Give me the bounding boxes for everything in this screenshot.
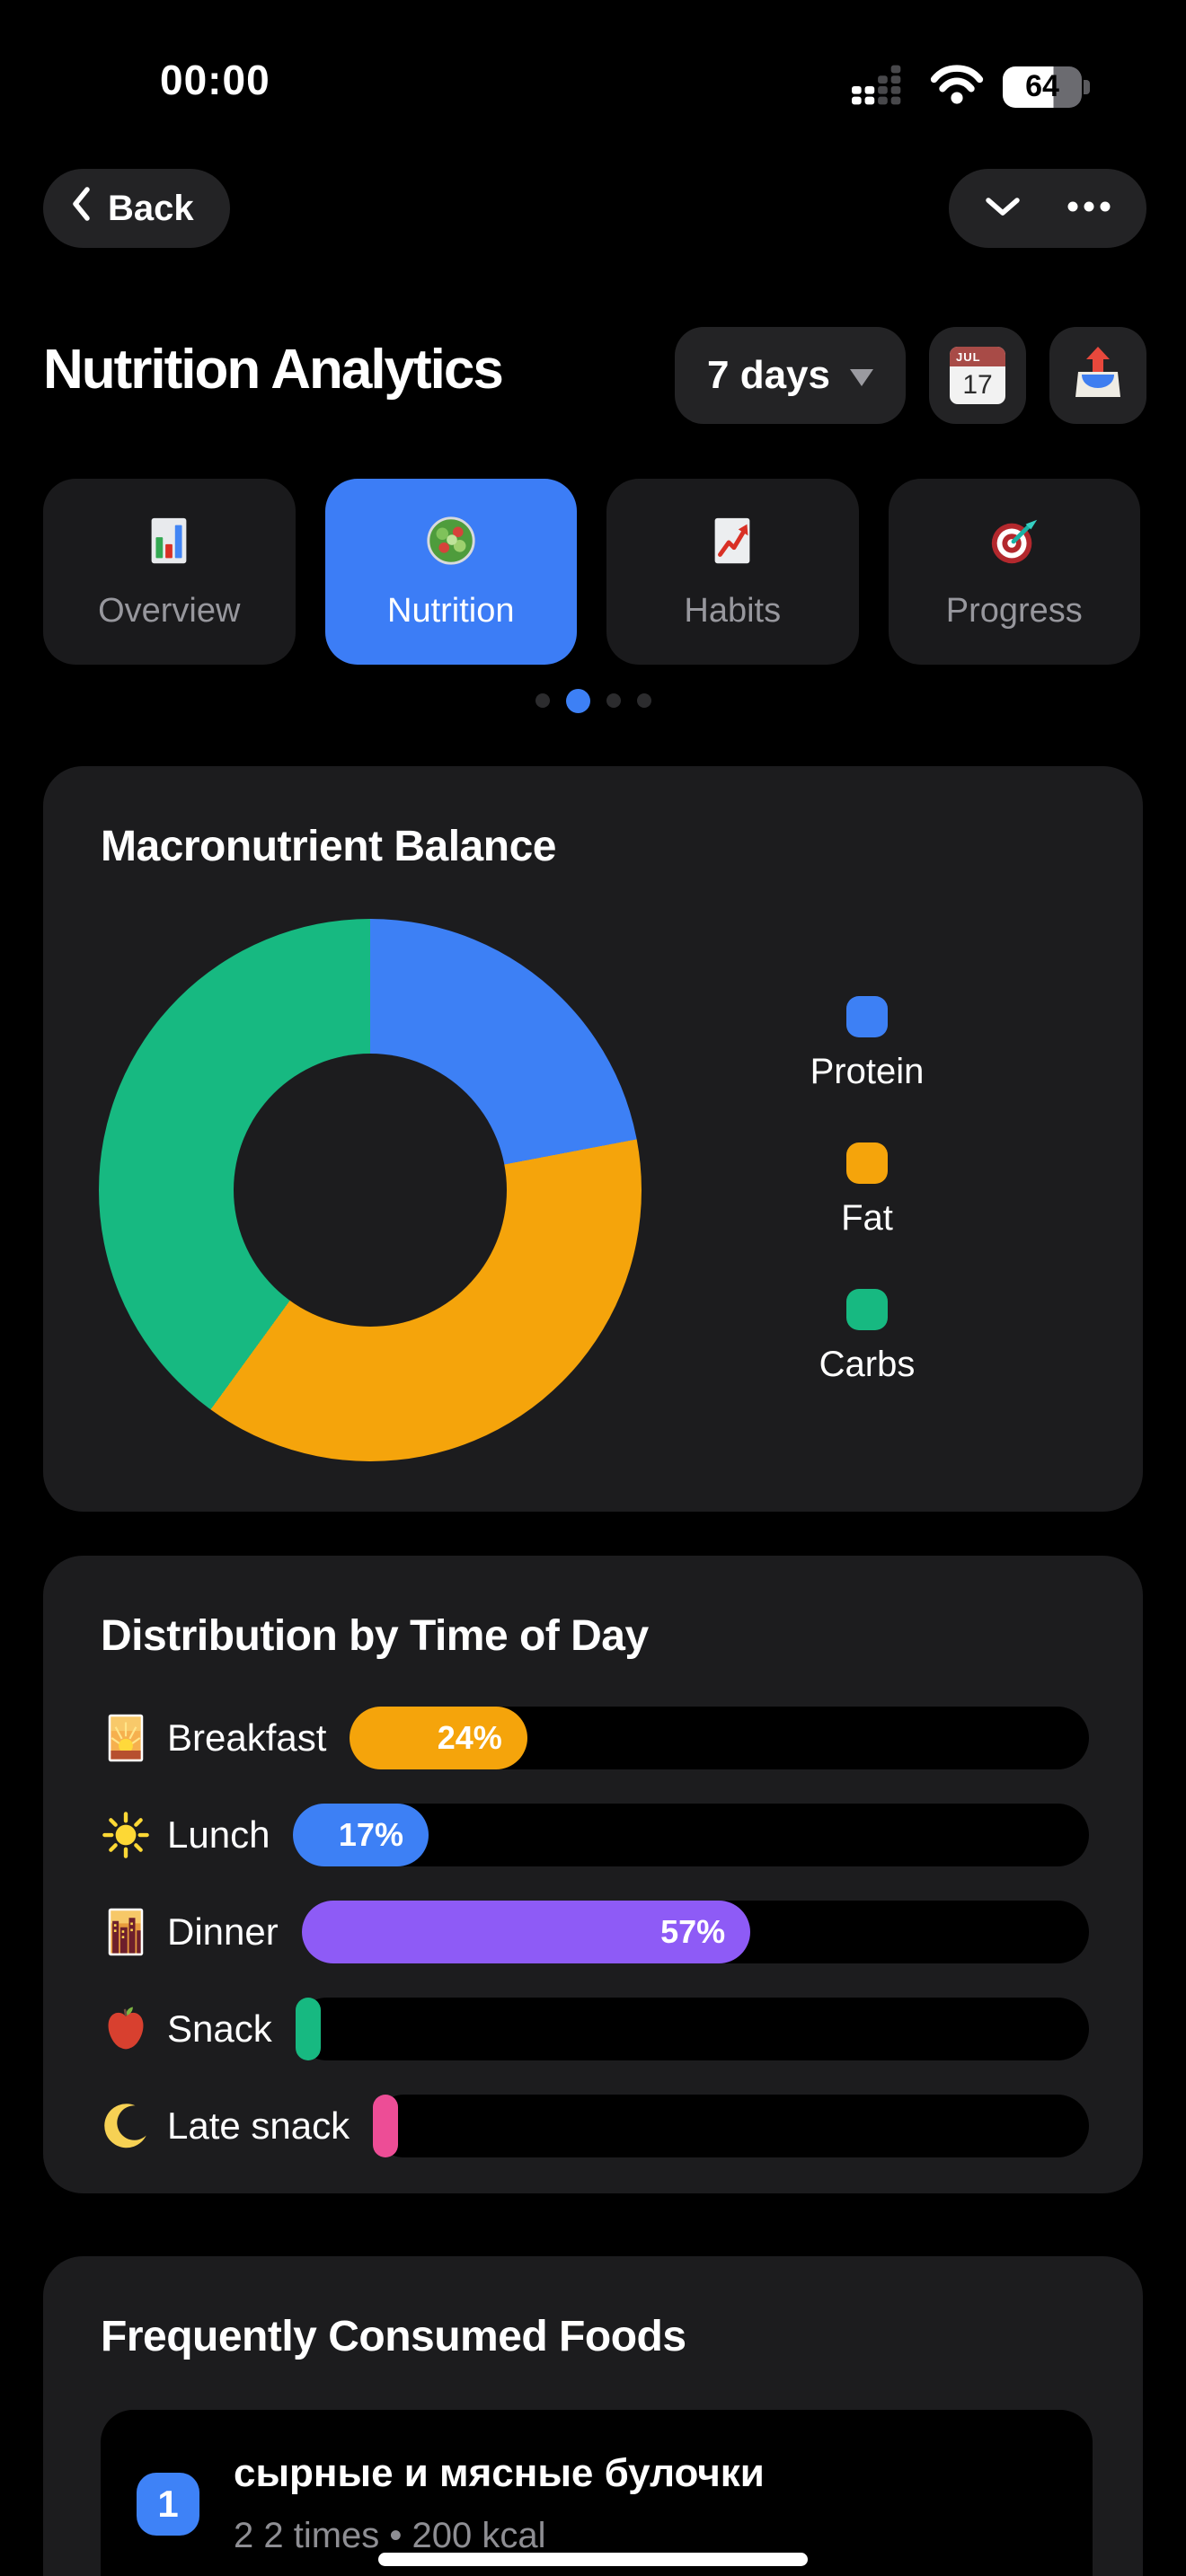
- status-icons: 64: [852, 63, 1090, 110]
- snack-bar-track: [295, 1998, 1089, 2060]
- legend-item-protein: Protein: [810, 995, 925, 1092]
- tab-overview[interactable]: Overview: [43, 479, 296, 665]
- card-title: Distribution by Time of Day: [101, 1612, 649, 1660]
- dinner-bar-track: 57%: [301, 1901, 1089, 1963]
- page-indicator: [0, 686, 1186, 715]
- calendar-button[interactable]: JUL 17: [929, 327, 1026, 424]
- legend-label: Fat: [841, 1197, 893, 1238]
- chevron-left-icon: [70, 186, 92, 231]
- city-dusk-icon: [101, 1907, 151, 1957]
- outbox-tray-icon: [1069, 345, 1127, 407]
- caret-down-icon: [850, 368, 873, 386]
- frequent-foods-card: Frequently Consumed Foods 1 сырные и мяс…: [43, 2256, 1143, 2576]
- lunch-bar-fill: 17%: [293, 1804, 429, 1866]
- card-title: Macronutrient Balance: [101, 823, 556, 870]
- breakfast-bar-track: 24%: [350, 1707, 1089, 1769]
- food-text-block: сырные и мясные булочки 2 2 times • 200 …: [234, 2451, 765, 2556]
- meal-label: Snack: [167, 2007, 272, 2050]
- more-options-button[interactable]: [1067, 200, 1111, 216]
- header-controls: 7 days JUL 17: [675, 327, 1146, 424]
- dinner-bar-fill: 57%: [301, 1901, 751, 1963]
- percent-label: 17%: [338, 1816, 403, 1853]
- meal-rows: Breakfast 24%: [101, 1707, 1089, 2157]
- tab-habits[interactable]: Habits: [606, 479, 859, 665]
- tab-label: Nutrition: [387, 592, 515, 630]
- status-clock: 00:00: [160, 57, 270, 103]
- percent-label: 57%: [660, 1913, 726, 1950]
- meal-row-breakfast: Breakfast 24%: [101, 1707, 1089, 1769]
- salad-icon: [423, 513, 479, 569]
- home-indicator[interactable]: [378, 2553, 808, 2566]
- crescent-moon-icon: [101, 2101, 151, 2151]
- page-title: Nutrition Analytics: [43, 339, 504, 401]
- rank-badge: 1: [137, 2472, 199, 2536]
- export-share-button[interactable]: [1049, 327, 1146, 424]
- calendar-month: JUL: [950, 347, 1005, 366]
- snack-bar-fill: [295, 1998, 321, 2060]
- protein-swatch: [846, 995, 888, 1037]
- tab-label: Progress: [945, 592, 1083, 630]
- tab-progress[interactable]: Progress: [888, 479, 1140, 665]
- meal-label: Lunch: [167, 1813, 270, 1856]
- page-dot-3[interactable]: [606, 693, 621, 708]
- carbs-swatch: [845, 1288, 888, 1330]
- date-range-value: 7 days: [707, 353, 830, 397]
- battery-indicator: 64: [1003, 66, 1090, 108]
- meal-label: Dinner: [167, 1910, 279, 1953]
- legend-label: Carbs: [819, 1344, 916, 1384]
- legend-label: Protein: [810, 1051, 925, 1091]
- collapse-chevron-button[interactable]: [985, 195, 1021, 223]
- food-name: сырные и мясные булочки: [234, 2451, 765, 2495]
- meal-row-snack: Snack: [101, 1998, 1089, 2060]
- back-button[interactable]: Back: [43, 169, 230, 248]
- late-snack-bar-fill: [373, 2095, 399, 2157]
- meal-row-dinner: Dinner 57%: [101, 1901, 1089, 1963]
- page-dot-1[interactable]: [535, 693, 550, 708]
- time-distribution-card: Distribution by Time of Day Breakfast: [43, 1556, 1143, 2193]
- legend-item-carbs: Carbs: [819, 1288, 916, 1385]
- target-icon: [987, 513, 1042, 569]
- page-dot-4[interactable]: [636, 693, 651, 708]
- macro-donut: [99, 919, 642, 1461]
- legend-item-fat: Fat: [841, 1142, 893, 1239]
- apple-icon: [101, 2004, 151, 2054]
- fat-swatch: [845, 1142, 888, 1184]
- meal-row-late-snack: Late snack: [101, 2095, 1089, 2157]
- card-title: Frequently Consumed Foods: [101, 2313, 686, 2360]
- calendar-icon: JUL 17: [950, 347, 1005, 404]
- bar-chart-icon: [141, 513, 197, 569]
- late-snack-bar-track: [373, 2095, 1089, 2157]
- sun-icon: [101, 1810, 151, 1860]
- date-range-selector[interactable]: 7 days: [675, 327, 906, 424]
- tab-nutrition[interactable]: Nutrition: [324, 479, 577, 665]
- food-list-item[interactable]: 1 сырные и мясные булочки 2 2 times • 20…: [101, 2410, 1093, 2576]
- analytics-tabs: Overview Nutrition: [43, 479, 1140, 665]
- back-label: Back: [108, 188, 194, 228]
- meal-row-lunch: Lunch 17%: [101, 1804, 1089, 1866]
- page-dot-2[interactable]: [565, 688, 590, 713]
- sunrise-icon: [101, 1713, 151, 1763]
- tab-label: Habits: [684, 592, 782, 630]
- breakfast-bar-fill: 24%: [350, 1707, 527, 1769]
- calendar-day: 17: [962, 370, 993, 400]
- food-meta: 2 2 times • 200 kcal: [234, 2516, 546, 2555]
- percent-label: 24%: [437, 1719, 502, 1756]
- meal-label: Breakfast: [167, 1716, 327, 1759]
- meal-label: Late snack: [167, 2104, 350, 2147]
- macro-legend: Protein Fat Carbs: [642, 995, 1093, 1385]
- chart-increasing-icon: [704, 513, 760, 569]
- wifi-icon: [929, 63, 985, 110]
- window-actions-pill: [949, 169, 1146, 248]
- tab-label: Overview: [98, 592, 241, 630]
- cellular-signal-icon: [852, 63, 911, 110]
- macronutrient-balance-card: Macronutrient Balance Protein Fat Carbs: [43, 766, 1143, 1512]
- lunch-bar-track: 17%: [293, 1804, 1089, 1866]
- donut-chart-area: Protein Fat Carbs: [99, 919, 1093, 1461]
